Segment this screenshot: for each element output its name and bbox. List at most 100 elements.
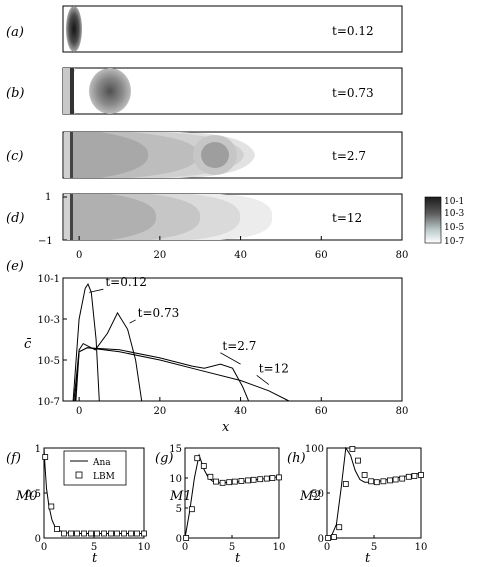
panel-g-lbm-marker: [250, 476, 257, 483]
e-series-leader: [89, 288, 104, 293]
panel-f-lbm-marker: [128, 530, 134, 537]
field-xtick-label: 40: [234, 250, 247, 261]
panel-g-lbm-marker: [226, 479, 233, 486]
panel-f-lbm-marker: [81, 530, 87, 537]
panel-e-ylabel: c̄: [24, 337, 32, 352]
panel-g-lbm-marker: [183, 535, 190, 541]
panel-d: (d) t=12 1 −1: [6, 192, 403, 247]
panel-h-ylabel: M2: [299, 489, 322, 504]
legend-ana-label: Ana: [92, 458, 111, 468]
e-ytick-label: 10-7: [38, 397, 60, 408]
panel-f-ytick-label: 1: [35, 444, 41, 455]
panel-g-xtick-label: 5: [229, 542, 235, 553]
panel-h-lbm-marker: [330, 534, 337, 540]
panel-h-lbm-marker: [405, 473, 412, 480]
panel-g-lbm-marker: [276, 474, 282, 481]
panel-e-axes: 0 20 40 60 80 10-1 10-3 10-5 10-7: [38, 274, 409, 417]
e-series-line: [75, 347, 290, 402]
e-ytick-label: 10-3: [38, 315, 60, 326]
panel-h-lbm-marker: [361, 472, 368, 478]
e-xtick-label: 40: [234, 406, 247, 417]
panel-f-lbm-marker: [121, 530, 127, 537]
panel-label-f: (f): [6, 451, 21, 466]
panel-g-lbm-marker: [245, 477, 251, 484]
panel-b: (b) t=0.73: [6, 67, 403, 115]
panel-h-lbm-marker: [380, 478, 387, 485]
panel-h-lbm-marker: [336, 524, 343, 531]
panel-label-e: (e): [6, 259, 24, 274]
panel-f-lbm-marker: [88, 530, 94, 537]
panel-h-ytick-label: 50: [311, 489, 324, 500]
field-xtick-label: 0: [76, 250, 82, 261]
e-series-leader: [129, 319, 136, 324]
panel-f-lbm-marker: [74, 530, 80, 537]
panel-g-ytick-label: 10: [169, 474, 182, 485]
panel-h-lbm-marker: [399, 475, 406, 482]
panel-g-lbm-marker: [219, 479, 226, 486]
field-xtick-label: 60: [315, 250, 328, 261]
panel-a: (a) t=0.12: [6, 5, 403, 53]
panel-f-lbm-marker: [114, 530, 120, 537]
panel-h-lbm-marker: [368, 478, 375, 485]
e-ytick-label: 10-1: [38, 274, 60, 285]
panel-g-lbm-marker: [194, 455, 201, 462]
e-series-label: t=2.7: [222, 339, 256, 353]
e-xtick-label: 60: [315, 406, 328, 417]
panel-f-xlabel: t: [92, 551, 98, 566]
panel-c-layer4: [64, 132, 149, 178]
e-series-label: t=12: [259, 361, 289, 375]
panel-d-layer4: [64, 194, 157, 240]
legend-box: [63, 450, 127, 486]
panel-h-xtick-label: 5: [371, 542, 377, 553]
panel-g-xtick-label: 0: [182, 542, 188, 553]
panel-g-lbm-marker: [200, 463, 207, 469]
e-xtick-label: 80: [396, 406, 409, 417]
e-series-leader: [256, 374, 270, 385]
panel-e-frame: [62, 277, 403, 402]
legend-lbm-label: LBM: [93, 472, 115, 482]
panel-label-d: (d): [6, 211, 24, 226]
panel-f-lbm-marker: [68, 530, 74, 537]
e-series-line: [74, 347, 250, 402]
panel-h-lbm-marker: [342, 481, 349, 487]
panel-g-lbm-marker: [207, 473, 214, 480]
panel-label-h: (h): [287, 451, 306, 466]
panel-label-b: (b): [6, 86, 24, 101]
panel-a-plume: [66, 6, 82, 52]
panel-h-lbm-marker: [325, 535, 332, 541]
panel-h-ana-line: [326, 446, 422, 539]
panel-g-xlabel: t: [235, 551, 241, 566]
panel-g-lbm-marker: [188, 506, 195, 513]
e-series-label: t=0.12: [105, 275, 147, 289]
panel-b-source-line: [70, 68, 74, 114]
panel-h-ytick-label: 0: [318, 534, 324, 545]
panel-g-lbm-marker: [231, 478, 238, 485]
e-series-leader: [220, 352, 241, 365]
panel-e-curves: t=0.12 t=0.73 t=2.7t=12: [72, 275, 290, 402]
e-xtick-label: 0: [76, 406, 82, 417]
panel-g-ylabel: M1: [169, 489, 192, 504]
panel-c-time: t=2.7: [332, 149, 366, 163]
colorbar-tick-2: 10-3: [444, 209, 464, 219]
panel-h-lbm-marker: [411, 472, 418, 479]
colorbar-tick-3: 10-5: [444, 223, 464, 233]
colorbar: 10-1 10-3 10-5 10-7: [424, 196, 464, 247]
panel-f-xtick-label: 5: [91, 542, 97, 553]
e-xtick-label: 20: [153, 406, 166, 417]
panel-c-source-line: [70, 132, 73, 178]
panel-f-ylabel: M0: [15, 489, 38, 504]
panel-f-ytick-label: 0.5: [25, 489, 41, 500]
panel-h-xlabel: t: [365, 551, 371, 566]
panel-f-xtick-label: 0: [41, 542, 47, 553]
field-xtick-label: 80: [396, 250, 409, 261]
panel-f-lbm-marker: [108, 530, 114, 537]
panel-g: (g) M1 t 0 5 10 0 5 10 15: [155, 444, 285, 566]
panel-c-blob-inner: [201, 142, 229, 168]
field-ytick-bottom: −1: [38, 236, 53, 247]
panel-d-source-line: [70, 194, 73, 240]
panel-c: (c) t=2.7: [6, 131, 403, 179]
e-series-line: [73, 311, 143, 402]
